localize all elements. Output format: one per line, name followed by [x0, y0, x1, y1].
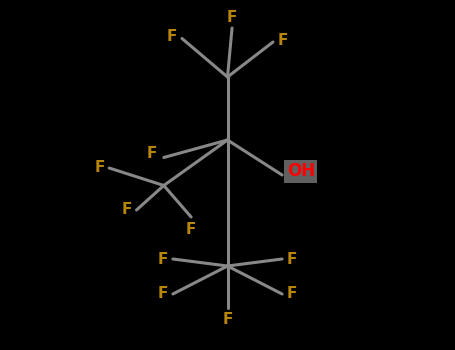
Text: F: F	[278, 33, 288, 48]
Text: F: F	[94, 161, 105, 175]
Text: F: F	[158, 287, 168, 301]
Text: F: F	[147, 147, 157, 161]
Text: F: F	[158, 252, 168, 266]
Text: F: F	[287, 287, 297, 301]
Text: F: F	[287, 252, 297, 266]
Text: F: F	[222, 312, 233, 327]
Text: F: F	[121, 203, 132, 217]
Text: F: F	[227, 9, 237, 25]
Text: OH: OH	[287, 162, 315, 181]
Text: F: F	[167, 29, 177, 44]
Text: F: F	[186, 222, 196, 237]
